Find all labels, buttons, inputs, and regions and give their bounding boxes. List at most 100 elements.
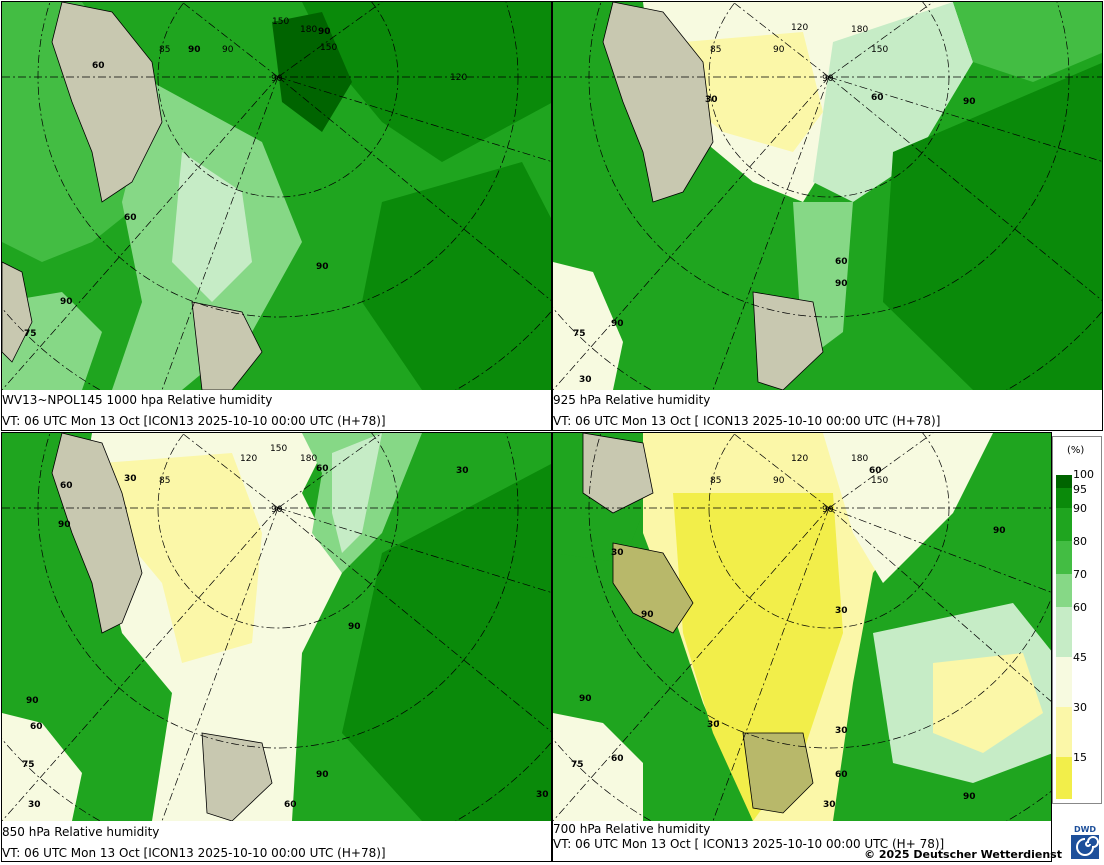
contour-label: 90 xyxy=(60,297,73,307)
contour-label: 75 xyxy=(573,329,586,339)
panel-valid-time: VT: 06 UTC Mon 13 Oct [ ICON13 2025-10-1… xyxy=(553,414,941,428)
contour-label: 90 xyxy=(641,610,654,620)
contour-label: 90 xyxy=(316,262,329,272)
contour-label: 75 xyxy=(22,760,35,770)
contour-label: 60 xyxy=(30,722,43,732)
legend-swatch-95-100 xyxy=(1056,475,1072,488)
grid-lon-label: 180 xyxy=(300,454,317,464)
legend-tick: 15 xyxy=(1073,751,1087,764)
legend-tick: 100 xyxy=(1073,468,1094,481)
panel-caption: 925 hPa Relative humidity xyxy=(553,393,711,407)
contour-label: 30 xyxy=(835,726,848,736)
pole-label: 90 xyxy=(822,505,834,515)
contour-label: 30 xyxy=(28,800,41,810)
panel-1000hpa: 85 90 150 180 150 120 90 90 60 60 90 90 … xyxy=(1,1,552,431)
legend-swatch-0-15 xyxy=(1056,757,1072,799)
grid-lon-label: 120 xyxy=(450,73,467,83)
contour-label: 60 xyxy=(92,61,105,71)
pole-label: 90 xyxy=(822,74,834,84)
grid-lon-label: 180 xyxy=(851,25,868,35)
legend-tick: 70 xyxy=(1073,568,1087,581)
contour-label: 90 xyxy=(993,526,1006,536)
legend-swatch-70-80 xyxy=(1056,541,1072,574)
grid-lon-label: 90 xyxy=(222,45,234,55)
contour-label: 30 xyxy=(536,790,549,800)
panel-valid-time: VT: 06 UTC Mon 13 Oct [ ICON13 2025-10-1… xyxy=(553,837,945,851)
legend-swatch-45-60 xyxy=(1056,607,1072,657)
contour-label: 75 xyxy=(571,760,584,770)
contour-label: 60 xyxy=(611,754,624,764)
grid-lon-label: 150 xyxy=(320,43,337,53)
grid-lon-label: 85 xyxy=(710,476,721,486)
legend-swatch-30-45 xyxy=(1056,657,1072,707)
legend-unit: (%) xyxy=(1067,445,1085,456)
legend-swatch-80-90 xyxy=(1056,508,1072,541)
contour-label: 90 xyxy=(316,770,329,780)
contour-label: 60 xyxy=(835,257,848,267)
contour-label: 90 xyxy=(26,696,39,706)
panel-valid-time: VT: 06 UTC Mon 13 Oct [ICON13 2025-10-10… xyxy=(2,846,386,860)
contour-label: 60 xyxy=(871,93,884,103)
legend-tick: 60 xyxy=(1073,601,1087,614)
contour-label: 30 xyxy=(705,95,718,105)
contour-label: 60 xyxy=(284,800,297,810)
grid-lon-label: 180 xyxy=(300,25,317,35)
contour-label: 90 xyxy=(579,694,592,704)
contour-label: 90 xyxy=(318,27,331,37)
contour-label: 90 xyxy=(835,279,848,289)
legend-tick: 30 xyxy=(1073,701,1087,714)
grid-lon-label: 120 xyxy=(791,23,808,33)
grid-lon-label: 85 xyxy=(159,45,170,55)
contour-label: 60 xyxy=(835,770,848,780)
contour-label: 60 xyxy=(60,481,73,491)
grid-lon-label: 120 xyxy=(240,454,257,464)
map-1000hpa: 85 90 150 180 150 120 90 90 60 60 90 90 … xyxy=(2,2,551,390)
contour-label: 30 xyxy=(456,466,469,476)
panel-valid-time: VT: 06 UTC Mon 13 Oct [ICON13 2025-10-10… xyxy=(2,414,386,428)
contour-label: 90 xyxy=(58,520,71,530)
grid-lon-label: 150 xyxy=(871,45,888,55)
map-925hpa: 85 90 120 180 150 90 60 30 90 60 90 90 7… xyxy=(553,2,1102,390)
contour-label: 90 xyxy=(963,97,976,107)
panel-850hpa: 85 120 150 180 90 30 60 60 30 90 90 90 6… xyxy=(1,432,552,862)
legend-tick: 90 xyxy=(1073,502,1087,515)
panel-925hpa: 85 90 120 180 150 90 60 30 90 60 90 90 7… xyxy=(552,1,1103,431)
contour-label: 60 xyxy=(869,466,882,476)
contour-label: 90 xyxy=(188,45,201,55)
grid-lon-label: 85 xyxy=(159,476,170,486)
map-850hpa: 85 120 150 180 90 30 60 60 30 90 90 90 6… xyxy=(2,433,551,821)
panel-caption: 700 hPa Relative humidity xyxy=(553,822,711,836)
contour-label: 30 xyxy=(124,474,137,484)
dwd-logo: DWD xyxy=(1069,823,1101,861)
contour-label: 75 xyxy=(24,329,37,339)
grid-lon-label: 150 xyxy=(270,444,287,454)
contour-label: 90 xyxy=(611,319,624,329)
panel-caption: 850 hPa Relative humidity xyxy=(2,825,160,839)
legend-tick: 80 xyxy=(1073,535,1087,548)
legend-swatch-90-95 xyxy=(1056,488,1072,508)
pole-label: 90 xyxy=(271,74,283,84)
logo-text: DWD xyxy=(1074,825,1096,834)
contour-label: 30 xyxy=(823,800,836,810)
contour-label: 60 xyxy=(124,213,137,223)
panel-700hpa: 85 90 120 180 150 90 60 30 90 30 90 30 9… xyxy=(552,432,1052,862)
copyright-text: © 2025 Deutscher Wetterdienst xyxy=(864,848,1062,861)
contour-label: 90 xyxy=(348,622,361,632)
grid-lon-label: 85 xyxy=(710,45,721,55)
grid-lon-label: 150 xyxy=(272,17,289,27)
legend-tick: 95 xyxy=(1073,483,1087,496)
map-700hpa: 85 90 120 180 150 90 60 30 90 30 90 30 9… xyxy=(553,433,1051,821)
legend-swatch-15-30 xyxy=(1056,707,1072,757)
grid-lon-label: 90 xyxy=(773,45,785,55)
contour-label: 60 xyxy=(316,464,329,474)
grid-lon-label: 180 xyxy=(851,454,868,464)
color-legend: (%) 100 95 90 80 70 60 45 30 15 xyxy=(1052,436,1102,804)
contour-label: 30 xyxy=(707,720,720,730)
legend-swatch-60-70 xyxy=(1056,574,1072,607)
contour-label: 90 xyxy=(963,792,976,802)
grid-lon-label: 150 xyxy=(871,476,888,486)
pole-label: 90 xyxy=(271,505,283,515)
grid-lon-label: 120 xyxy=(791,454,808,464)
contour-label: 30 xyxy=(611,548,624,558)
contour-label: 30 xyxy=(835,606,848,616)
